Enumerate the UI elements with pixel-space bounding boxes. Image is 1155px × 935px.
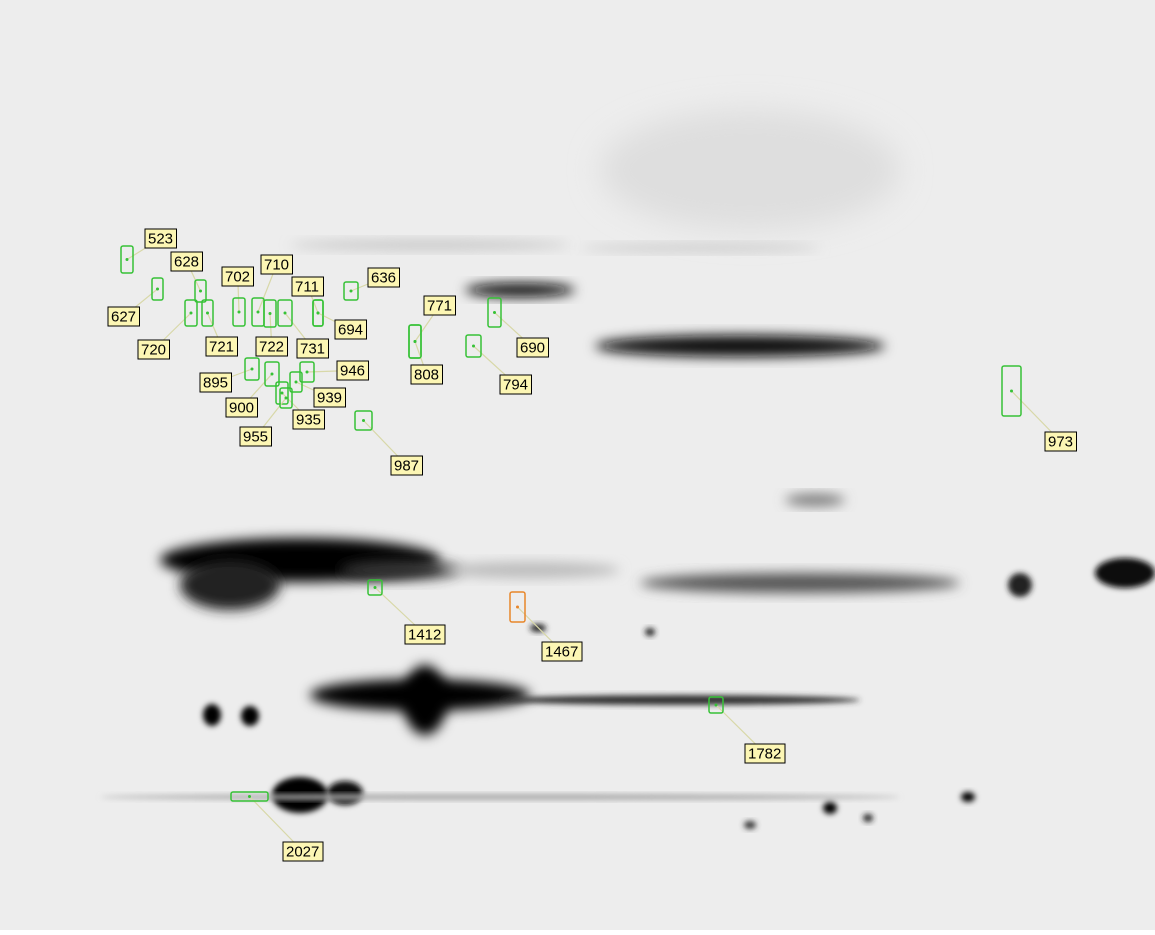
spot-center (190, 312, 193, 315)
spot-label: 2027 (286, 843, 319, 860)
spot-center (317, 312, 320, 315)
spot-center (306, 371, 309, 374)
spot-center (156, 288, 159, 291)
spot-center (284, 312, 287, 315)
spot-label: 690 (520, 339, 545, 356)
spot-center (472, 345, 475, 348)
spot-center (350, 290, 353, 293)
spot-label: 955 (243, 428, 268, 445)
spot-center (238, 311, 241, 314)
spot-center (271, 373, 274, 376)
spot-label: 1412 (408, 626, 441, 643)
spot-center (126, 258, 129, 261)
spot-center (257, 311, 260, 314)
spot-label: 987 (394, 457, 419, 474)
spot-label: 702 (225, 268, 250, 285)
gel-background (0, 0, 1155, 930)
spot-center (206, 312, 209, 315)
spot-label: 636 (371, 269, 396, 286)
spot-label: 720 (141, 341, 166, 358)
spot-center (269, 312, 272, 315)
spot-label: 523 (148, 230, 173, 247)
spot-center (516, 606, 519, 609)
spot-label: 628 (174, 253, 199, 270)
spot-center (362, 419, 365, 422)
spot-label: 939 (317, 389, 342, 406)
spot-center (374, 586, 377, 589)
spot-label: 771 (427, 297, 452, 314)
spot-label: 895 (203, 374, 228, 391)
spot-center (248, 795, 251, 798)
spot-center (715, 704, 718, 707)
spot-center (281, 392, 284, 395)
spot-label: 1467 (545, 643, 578, 660)
spot-center (251, 368, 254, 371)
spot-label: 1782 (748, 745, 781, 762)
spot-center (295, 381, 298, 384)
spot-label: 627 (111, 308, 136, 325)
spot-center (493, 311, 496, 314)
spot-label: 794 (503, 376, 528, 393)
spot-label: 694 (338, 321, 363, 338)
spot-label: 935 (296, 411, 321, 428)
spot-label: 711 (295, 278, 319, 295)
spot-center (285, 397, 288, 400)
spot-center (1010, 390, 1013, 393)
spot-label: 722 (259, 338, 284, 355)
page: {"spots":[ {"label":"523","color":"#36c2… (0, 0, 1155, 930)
spot-label: 900 (229, 399, 254, 416)
spot-label: 946 (340, 362, 365, 379)
spot-center (414, 340, 417, 343)
spot-label: 731 (300, 340, 325, 357)
spot-label: 808 (414, 366, 439, 383)
spot-center (199, 290, 202, 293)
spot-label: 973 (1048, 433, 1073, 450)
spot-label: 721 (209, 338, 234, 355)
gel-image: 523628 710 702 636 711 627 771 690 694 720 721 722 7… (0, 0, 1155, 930)
spot-label: 710 (264, 256, 289, 273)
